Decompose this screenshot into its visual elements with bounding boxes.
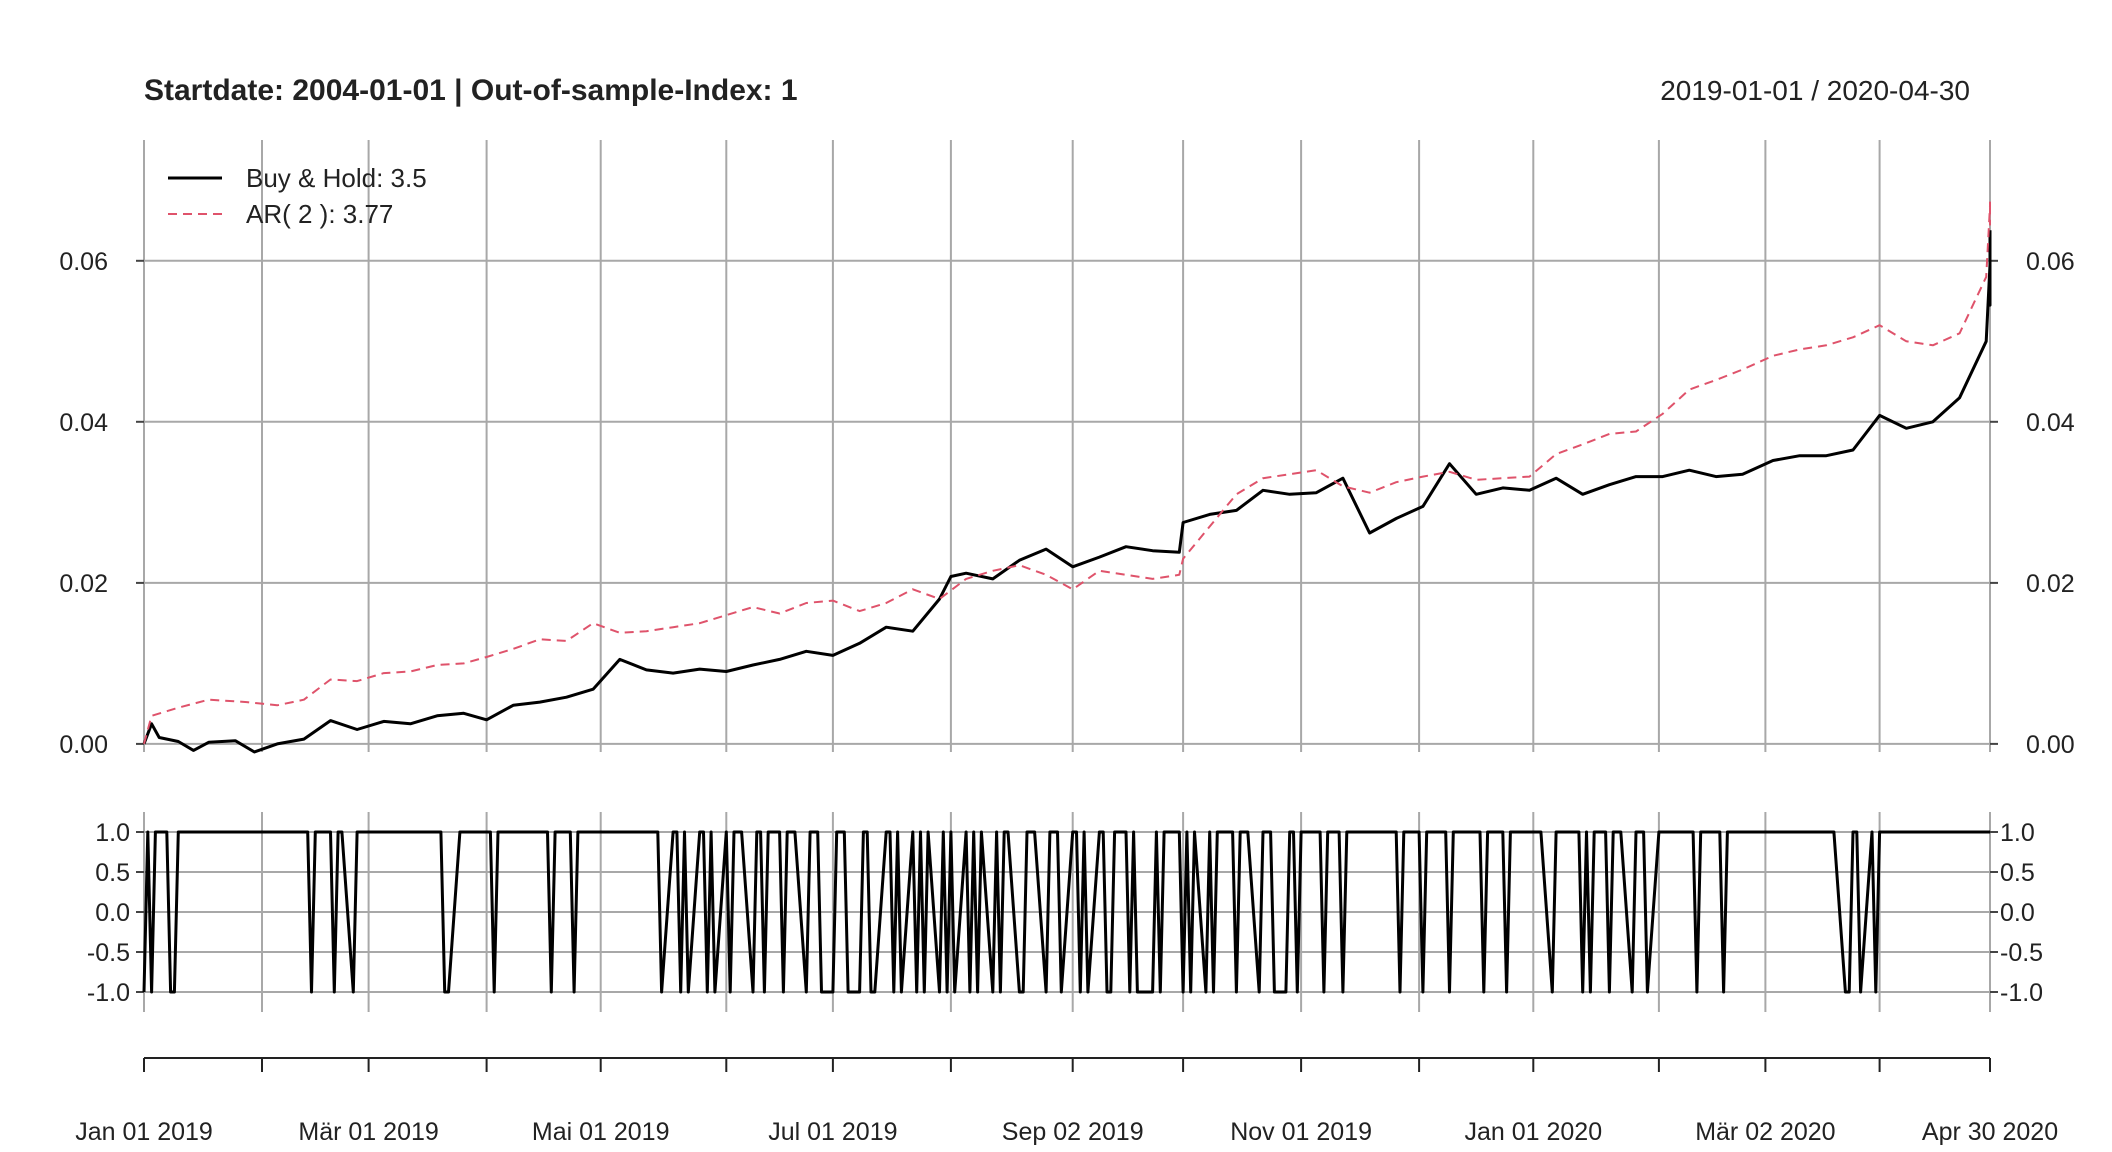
x-tick-label: Mär 02 2020: [1695, 1118, 1835, 1146]
series-line-ar2: [143, 196, 1991, 745]
legend: Buy & Hold: 3.5 AR( 2 ): 3.77: [168, 163, 427, 229]
y-tick-label-right: 0.0: [2000, 899, 2035, 927]
signal-line: [142, 830, 1990, 994]
x-tick-label: Apr 30 2020: [1922, 1118, 2058, 1146]
x-tick-label: Jan 01 2019: [75, 1118, 213, 1146]
y-tick-label-left: 0.06: [59, 248, 108, 276]
y-tick-label-left: 0.02: [59, 570, 108, 598]
y-tick-label-left: 1.0: [95, 819, 130, 847]
legend-label-buy-hold: Buy & Hold: 3.5: [246, 163, 427, 193]
chart-title: Startdate: 2004-01-01 | Out-of-sample-In…: [144, 74, 798, 107]
y-tick-label-right: -1.0: [2000, 979, 2043, 1007]
x-tick-label: Jul 01 2019: [768, 1118, 897, 1146]
series-line-buy-hold: [142, 230, 1992, 754]
y-tick-label-left: 0.04: [59, 409, 108, 437]
x-tick-label: Mai 01 2019: [532, 1118, 670, 1146]
date-range-label: 2019-01-01 / 2020-04-30: [1660, 75, 1970, 106]
y-tick-label-right: 0.5: [2000, 859, 2035, 887]
y-tick-label-left: -0.5: [87, 939, 130, 967]
y-tick-label-right: 1.0: [2000, 819, 2035, 847]
x-tick-label: Sep 02 2019: [1002, 1118, 1144, 1146]
y-tick-label-right: 0.00: [2026, 731, 2075, 759]
y-tick-label-right: -0.5: [2000, 939, 2043, 967]
y-tick-label-right: 0.02: [2026, 570, 2075, 598]
x-tick-label: Mär 01 2019: [298, 1118, 438, 1146]
y-tick-label-left: 0.0: [95, 899, 130, 927]
lower-panel: -1.0 -1.0 -0.5 -0.5 0.0 0.0 0.5 0.5 1.0 1.0: [87, 812, 2043, 1012]
y-tick-label-left: 0.00: [59, 731, 108, 759]
x-tick-label: Nov 01 2019: [1230, 1118, 1372, 1146]
y-tick-label-left: -1.0: [87, 979, 130, 1007]
y-tick-label-right: 0.04: [2026, 409, 2075, 437]
y-tick-label-left: 0.5: [95, 859, 130, 887]
x-tick-label: Jan 01 2020: [1464, 1118, 1602, 1146]
legend-label-ar2: AR( 2 ): 3.77: [246, 199, 393, 229]
x-axis: Jan 01 2019 Mär 01 2019 Mai 01 2019 Jul 01 …: [75, 1057, 2058, 1146]
y-tick-label-right: 0.06: [2026, 248, 2075, 276]
upper-panel: 0.00 0.00 0.02 0.02 0.04 0.04 0.06 0.06: [59, 140, 2075, 759]
